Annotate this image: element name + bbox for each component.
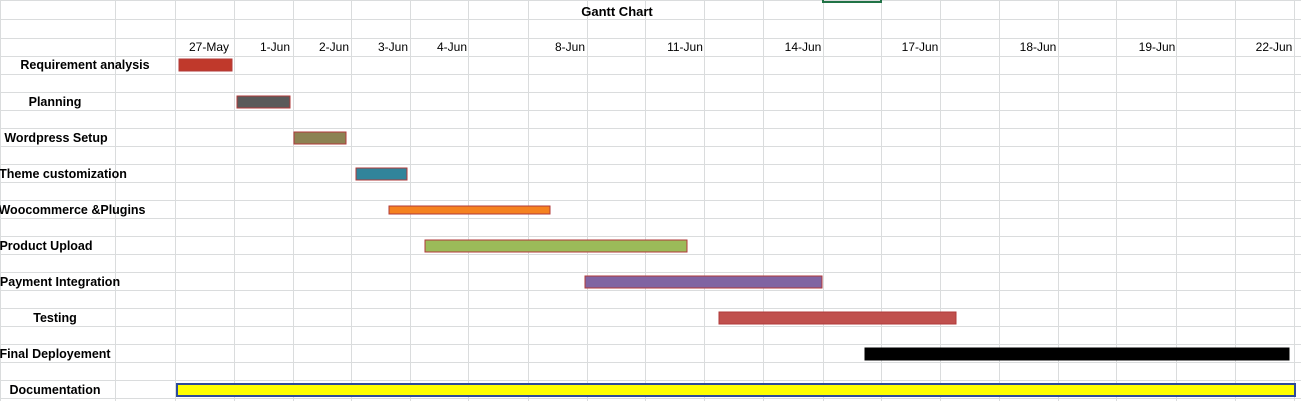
date-tick-label: 14-Jun [785,40,822,54]
date-tick-label: 1-Jun [260,40,290,54]
task-bar [176,383,1296,397]
date-axis: 27-May 1-Jun 2-Jun 3-Jun 4-Jun 8-Jun 11-Jun 14-… [189,40,1292,54]
task-bar [424,239,688,253]
task-label: Wordpress Setup [4,131,108,145]
date-tick-label: 18-Jun [1020,40,1057,54]
task-label: Final Deployement [0,347,111,361]
task-bar [293,131,347,145]
task-bar [355,167,408,181]
date-tick-label: 17-Jun [902,40,939,54]
date-tick-label: 19-Jun [1139,40,1176,54]
task-labels: Requirement analysis Planning Wordpress Se… [0,58,150,397]
task-label: Requirement analysis [20,58,149,72]
task-label: Testing [33,311,77,325]
date-tick-label: 11-Jun [667,40,703,54]
task-bar [718,311,957,325]
date-tick-label: 3-Jun [378,40,408,54]
task-bar [178,58,233,72]
task-bars [176,58,1296,397]
date-tick-label: 22-Jun [1256,40,1293,54]
task-label: Theme customization [0,167,127,181]
task-label: Documentation [10,383,101,397]
date-tick-label: 2-Jun [319,40,349,54]
date-tick-label: 4-Jun [437,40,467,54]
task-bar [864,347,1290,361]
task-bar [388,205,551,215]
date-tick-label: 27-May [189,40,229,54]
task-bar [236,95,291,109]
selected-cell[interactable] [822,0,882,3]
task-label: Product Upload [0,239,93,253]
task-label: Planning [29,95,82,109]
task-label: Woocommerce &Plugins [0,203,146,217]
chart-title: Gantt Chart [581,4,653,19]
date-tick-label: 8-Jun [555,40,585,54]
task-bar [584,275,823,289]
task-label: Payment Integration [0,275,120,289]
